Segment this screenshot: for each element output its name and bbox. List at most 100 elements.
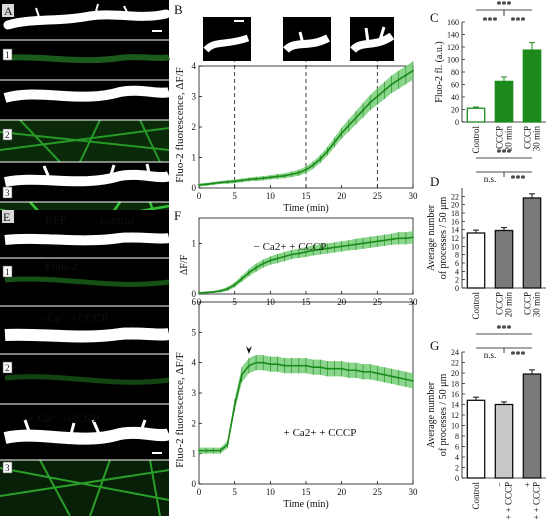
data-point [255,266,257,269]
data-point [233,180,236,183]
data-point [312,249,315,252]
bar [494,229,514,289]
bar [466,107,486,123]
data-point [219,290,222,292]
data-point [355,369,357,372]
y-tick-label: 0 [192,289,197,299]
panel-e-images [0,210,172,517]
category-label: − [495,482,505,487]
data-point [376,240,379,243]
data-point [226,443,229,446]
category-label: Ca2+ + CCCP [532,482,542,520]
x-tick-label: 10 [266,191,276,201]
data-point [255,361,257,364]
y-tick-label: 4 [455,267,459,276]
data-point [369,241,372,244]
data-point [390,83,393,86]
y-axis-label: Average number [426,204,437,271]
panel-b-insets [203,17,395,61]
label-e2: 2 [5,363,10,373]
data-point [326,367,329,370]
x-axis-label: Time (min) [283,203,328,214]
data-point [269,363,272,366]
y-tick-label: 6 [192,297,197,307]
x-tick-label: 30 [409,191,419,201]
y-axis-label: Average number [426,381,437,448]
y-tick-label: 1 [192,238,197,248]
x-tick-label: 30 [409,487,419,497]
y-tick-label: 18 [451,209,459,218]
chart-b: 0 5 10 15 20 25 30 0 1 2 3 4 Time (min) Fluo-2 fluore… [174,60,418,214]
data-point [319,158,322,160]
panel-letter-e: E [3,210,10,224]
category-label: Control [471,126,481,154]
data-point [305,364,307,367]
y-tick-label: 4 [192,61,197,71]
data-point [226,288,229,290]
data-point [269,176,272,179]
x-tick-label: 20 [337,487,347,497]
y-tick-label: 2 [192,122,197,132]
sig-label: *** [511,174,526,185]
data-point [404,378,407,381]
x-tick-label: 15 [302,191,312,201]
y-tick-label: 16 [451,217,459,226]
data-point [390,375,393,378]
panel-letter-c: C [430,10,439,25]
data-point [205,291,208,294]
data-point [347,124,350,127]
bar [494,80,514,123]
y-tick-label: 14 [451,226,459,235]
error-band [199,231,413,294]
data-point [326,150,329,153]
data-point [248,364,250,367]
data-point [248,178,250,181]
y-tick-label: 2 [192,418,197,428]
data-point [397,78,400,81]
data-point [333,367,336,370]
data-point [205,449,208,452]
data-point [219,181,222,184]
data-point [347,369,350,372]
y-tick-label: 10 [451,422,459,431]
data-point [297,364,300,367]
y-tick-label: 160 [447,18,459,27]
panel-letter-a-text: A [4,4,13,18]
y-tick-label: 22 [451,359,459,368]
data-point [212,291,215,293]
bar [494,403,514,479]
data-point [262,361,265,364]
data-point [319,248,322,251]
y-tick-label: 3 [192,92,197,102]
y-tick-label: 24 [451,348,459,357]
x-tick-label: 5 [232,191,237,201]
panel-letter-g: G [430,338,439,353]
category-label: CCCP [523,126,533,149]
data-point [233,404,236,407]
data-point [362,370,364,373]
data-point [404,237,407,240]
data-point [397,237,400,240]
y-tick-label: 22 [451,192,459,201]
data-point [212,182,215,185]
x-tick-label: 0 [197,191,202,201]
data-point [369,370,372,373]
y-axis-label: of processes / 50 μm [438,196,449,279]
data-point [362,109,364,112]
label-e1: 1 [5,267,10,277]
y-axis-label: ΔF/F [179,254,190,275]
y-tick-label: 14 [451,401,459,410]
y-tick-label: 60 [451,81,459,90]
y-tick-label: 120 [447,43,459,52]
category-label: 30 min [532,126,542,152]
data-point [355,243,357,246]
category-label: CCCP [523,292,533,315]
label-a3: 3 [5,188,10,198]
y-tick-label: 8 [455,432,459,441]
panel-a-images [0,0,172,247]
bar [522,373,542,479]
y-axis-label: of processes / 50 μm [438,373,449,456]
label-a2: 2 [5,130,10,140]
y-tick-label: 12 [451,411,459,420]
